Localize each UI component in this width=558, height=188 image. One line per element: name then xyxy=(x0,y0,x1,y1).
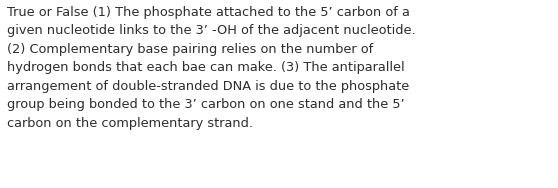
Text: True or False (1) The phosphate attached to the 5’ carbon of a
given nucleotide : True or False (1) The phosphate attached… xyxy=(7,6,415,130)
